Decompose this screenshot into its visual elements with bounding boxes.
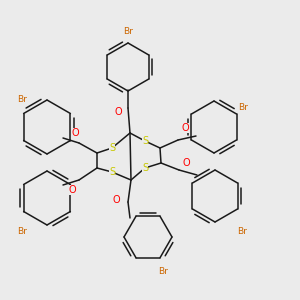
- Text: Br: Br: [17, 95, 27, 104]
- Text: S: S: [109, 143, 115, 153]
- Text: O: O: [71, 128, 79, 138]
- Text: S: S: [142, 136, 148, 146]
- Text: O: O: [182, 158, 190, 168]
- Text: Br: Br: [17, 227, 27, 236]
- Text: O: O: [112, 195, 120, 205]
- Text: Br: Br: [238, 103, 248, 112]
- Text: O: O: [181, 123, 189, 133]
- Text: S: S: [142, 163, 148, 173]
- Text: Br: Br: [237, 227, 247, 236]
- Text: O: O: [68, 185, 76, 195]
- Text: S: S: [109, 167, 115, 177]
- Text: O: O: [114, 107, 122, 117]
- Text: Br: Br: [158, 268, 168, 277]
- Text: Br: Br: [123, 28, 133, 37]
